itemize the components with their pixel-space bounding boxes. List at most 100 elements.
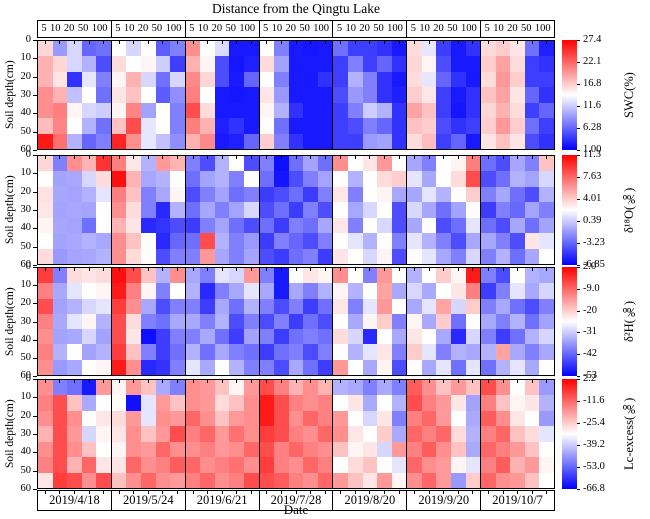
date-tick-label: 2019/9/20 [406, 491, 480, 510]
heatmap-cell [81, 156, 97, 172]
heatmap-cell [81, 268, 97, 284]
heatmap-cell [155, 457, 171, 473]
distance-tick: 100 [239, 22, 256, 34]
heatmap-cell [451, 71, 466, 88]
x-tick-mark [280, 156, 282, 159]
heatmap-cell [155, 156, 171, 172]
heatmap-cell [81, 118, 97, 134]
x-tick-mark [162, 268, 164, 271]
heatmap-cell [362, 472, 378, 488]
heatmap-cell [214, 359, 230, 375]
colorbar-tick-label: -53.0 [583, 460, 605, 472]
heatmap-cell [244, 283, 259, 299]
heatmap-cell [185, 217, 201, 234]
heatmap-cell [185, 426, 201, 442]
heatmap-cell [436, 71, 451, 88]
heatmap-cell [348, 156, 363, 172]
heatmap-cell [436, 102, 451, 119]
heatmap-cell [111, 298, 127, 314]
x-tick-mark [59, 268, 61, 271]
heatmap-cell [81, 71, 97, 88]
heatmap-cell [214, 426, 230, 442]
heatmap-cell [81, 217, 97, 234]
heatmap-cell [170, 344, 185, 360]
heatmap-cell [407, 71, 422, 88]
heatmap-cell [200, 171, 215, 187]
heatmap-cell [244, 441, 259, 458]
heatmap-cell [67, 102, 82, 119]
heatmap-cell [421, 56, 437, 72]
heatmap-cell [170, 171, 185, 187]
heatmap-cell [52, 71, 68, 88]
heatmap-cell [200, 329, 215, 345]
distance-tick: 50 [77, 22, 89, 34]
heatmap-cell [391, 380, 407, 396]
heatmap-cell [465, 313, 481, 330]
heatmap-cell [362, 202, 378, 218]
heatmap-cell [126, 395, 141, 411]
heatmap-cell [67, 457, 82, 473]
heatmap-cell [274, 298, 289, 314]
heatmap-cell [407, 56, 422, 72]
heatmap-cell [141, 171, 156, 187]
heatmap-cell [495, 268, 511, 284]
heatmap-cell [333, 283, 348, 299]
heatmap-cell [141, 283, 156, 299]
heatmap-cell [407, 133, 422, 149]
colorbar-tick-mark [577, 150, 580, 151]
heatmap-cell [524, 71, 540, 88]
x-tick-mark [59, 156, 61, 159]
x-tick-mark [443, 491, 445, 494]
x-tick-mark [487, 268, 489, 271]
x-tick-mark [354, 41, 356, 44]
heatmap-cell [155, 41, 171, 57]
colorbar-tick-mark [577, 84, 580, 85]
colorbar-tick-mark [577, 267, 580, 268]
heatmap-cell [170, 313, 185, 330]
heatmap-cell [141, 156, 156, 172]
heatmap-cell [362, 87, 378, 103]
colorbar-tick-label: -39.2 [583, 438, 605, 450]
heatmap-cell [495, 329, 511, 345]
heatmap-cell [451, 233, 466, 249]
heatmap-cell [111, 472, 127, 488]
heatmap-cell [303, 171, 318, 187]
heatmap-cell [436, 268, 451, 284]
heatmap-cell [96, 217, 111, 234]
heatmap-cell [52, 133, 68, 149]
heatmap-cell [510, 202, 525, 218]
heatmap-cell [170, 186, 185, 203]
heatmap-cell [185, 410, 201, 427]
heatmap-cell [126, 118, 141, 134]
heatmap-cell [274, 133, 289, 149]
heatmap-cell [67, 268, 82, 284]
heatmap-cell [495, 102, 511, 119]
heatmap-cell [421, 133, 437, 149]
heatmap-cell [67, 344, 82, 360]
heatmap-panel [258, 41, 333, 149]
heatmap-cell [96, 202, 111, 218]
x-tick-mark [517, 380, 519, 383]
heatmap-cell [333, 472, 348, 488]
heatmap-cell [81, 329, 97, 345]
heatmap-cell [259, 472, 275, 488]
heatmap-cell [126, 329, 141, 345]
heatmap-cell [259, 380, 275, 396]
heatmap-cell [333, 268, 348, 284]
heatmap-cell [229, 426, 244, 442]
heatmap-cell [52, 202, 68, 218]
heatmap-cell [259, 186, 275, 203]
heatmap-cell [155, 118, 171, 134]
heatmap-cell [214, 344, 230, 360]
heatmap-cell [155, 248, 171, 264]
heatmap-cell [436, 395, 451, 411]
heatmap-cell [539, 118, 554, 134]
heatmap-cell [377, 87, 392, 103]
x-tick-mark [546, 41, 548, 44]
heatmap-cell [288, 217, 304, 234]
heatmap-cell [111, 202, 127, 218]
heatmap-cell [288, 248, 304, 264]
distance-tick-labels: 5 10 20 50 100 [38, 21, 111, 37]
heatmap-cell [407, 102, 422, 119]
